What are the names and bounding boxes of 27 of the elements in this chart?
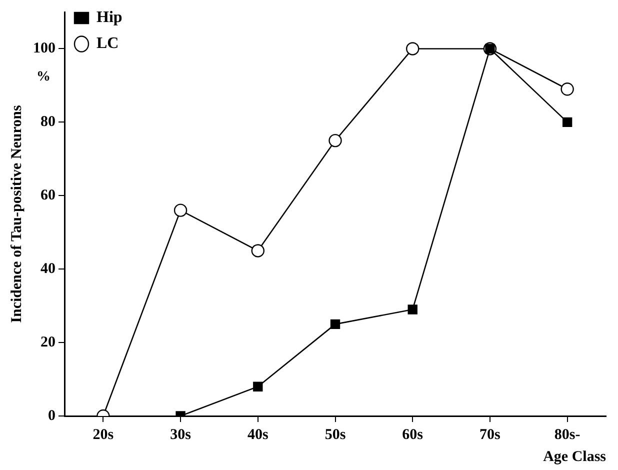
x-tick-label: 50s [324, 426, 346, 443]
legend-label: Hip [96, 9, 122, 26]
x-tick-label: 30s [170, 426, 192, 443]
x-axis-title: Age Class [543, 448, 606, 465]
x-tick-label: 80s- [554, 426, 580, 443]
y-tick-label: 20 [40, 334, 56, 350]
y-tick-label: 0 [48, 408, 56, 424]
point [406, 42, 420, 56]
text: % [36, 69, 50, 84]
x-tick-label: 40s [247, 426, 268, 443]
point [253, 382, 263, 392]
y-tick-label: 40 [40, 260, 56, 277]
x-tick-label: 20s [92, 426, 114, 443]
y-tick-label: 60 [40, 188, 56, 204]
point [562, 117, 572, 128]
point [408, 304, 418, 314]
point [330, 319, 340, 330]
point [328, 134, 342, 148]
x-tick-label: 60s [402, 426, 424, 443]
y-axis-title: Incidence of Tau-positive Neurons [8, 105, 25, 323]
y-tick-label: 100 [33, 40, 56, 57]
point [560, 82, 574, 96]
point [174, 204, 188, 217]
legend-label: LC [96, 35, 119, 52]
y-tick-label: 80 [40, 114, 56, 130]
x-tick-label: 70s [480, 426, 501, 443]
point [251, 244, 264, 258]
